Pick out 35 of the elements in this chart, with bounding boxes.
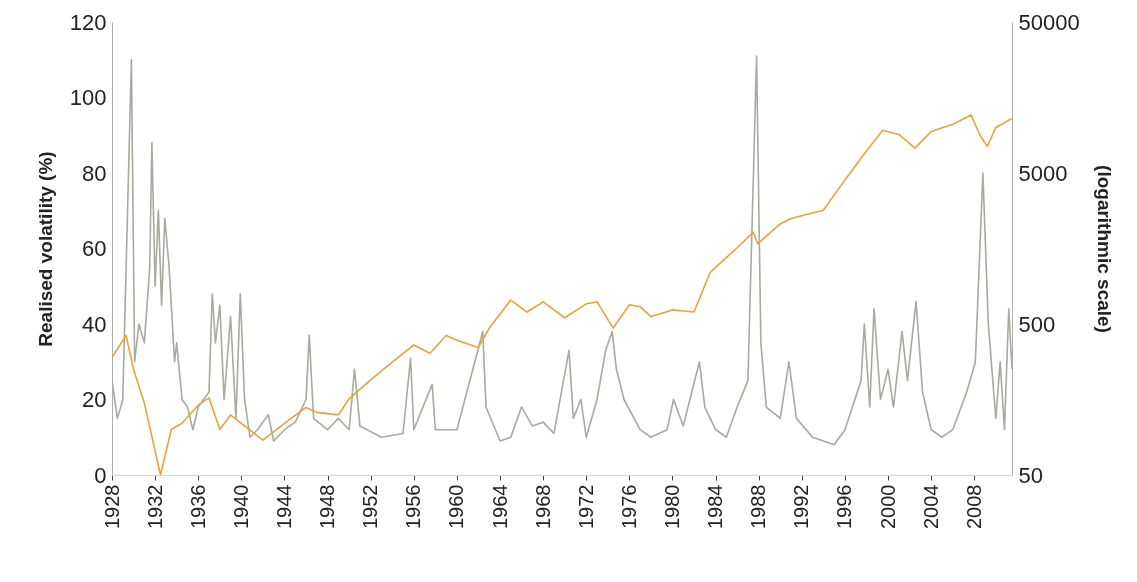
- x-tick-label: 1996: [833, 484, 856, 529]
- line-series: [112, 114, 1012, 475]
- x-tick-label: 1984: [704, 484, 727, 529]
- x-tick-label: 1948: [316, 484, 339, 529]
- y2-tick-label: 500: [1018, 311, 1056, 337]
- x-tick-label: 1928: [100, 484, 123, 529]
- x-tick-label: 1932: [143, 484, 166, 529]
- y-tick-label: 20: [82, 387, 107, 412]
- y-tick-label: 40: [82, 311, 107, 337]
- y2-axis-title: (logarithmic scale): [1093, 165, 1115, 333]
- x-tick-label: 2000: [876, 484, 899, 529]
- x-tick-label: 2004: [919, 484, 942, 529]
- y2-tick-label: 50: [1018, 462, 1043, 488]
- x-tick-label: 1956: [402, 484, 425, 529]
- x-tick-label: 1968: [531, 484, 554, 529]
- y2-tick-label: 50000: [1018, 9, 1080, 35]
- x-tick-label: 1992: [790, 484, 813, 529]
- x-tick-label: 1940: [229, 484, 252, 529]
- y-tick-label: 120: [69, 9, 107, 35]
- y-tick-label: 80: [82, 160, 107, 186]
- x-tick-label: 2008: [962, 484, 985, 529]
- x-tick-label: 1936: [186, 484, 209, 529]
- x-tick-label: 1988: [747, 484, 770, 529]
- x-tick-label: 1980: [660, 484, 683, 529]
- y-tick-label: 60: [82, 236, 107, 261]
- y-tick-label: 100: [69, 85, 107, 110]
- x-tick-label: 1976: [617, 484, 640, 529]
- x-tick-label: 1972: [574, 484, 597, 529]
- y2-tick-label: 5000: [1018, 160, 1068, 186]
- x-tick-label: 1960: [445, 484, 468, 529]
- x-tick-label: 1964: [488, 484, 511, 529]
- x-tick-label: 1952: [359, 484, 382, 529]
- line-series: [112, 55, 1012, 446]
- x-tick-label: 1944: [272, 484, 295, 529]
- y-axis-title: Realised volatility (%): [34, 151, 56, 347]
